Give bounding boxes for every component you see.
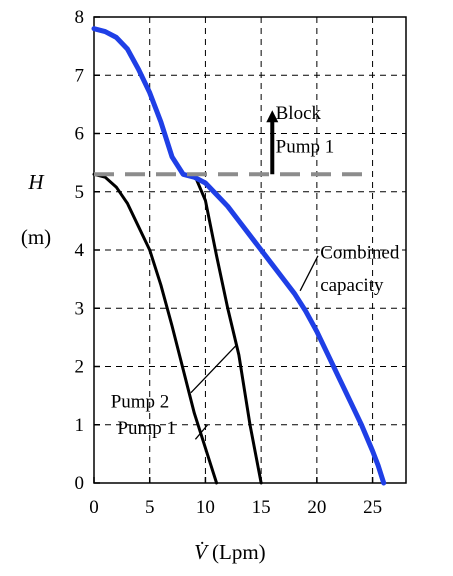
- y-tick-label: 6: [75, 124, 85, 145]
- series-combined-line: [91, 26, 387, 486]
- annotation-combined-line2: capacity: [320, 275, 384, 296]
- annotation-combined-line1: Combined: [320, 243, 400, 264]
- x-tick-label: 25: [363, 497, 382, 518]
- annotation-pump2-leader: [190, 345, 236, 394]
- y-axis-label: H: [27, 170, 45, 194]
- y-tick-label: 4: [75, 240, 85, 261]
- annotation-block-line1: Block: [276, 103, 322, 124]
- annotation-pump1-leader: [194, 424, 209, 440]
- y-tick-label: 7: [75, 65, 85, 86]
- annotations: Block Pump 1 Combined capacity Pump 2 Pump 1: [111, 103, 400, 440]
- x-tick-label: 5: [145, 497, 155, 518]
- x-tick-label: 10: [196, 497, 215, 518]
- series-pump1-line: [92, 172, 219, 485]
- series-pump2-line: [192, 172, 263, 485]
- y-tick-label: 0: [75, 473, 85, 494]
- x-tick-label: 0: [89, 497, 99, 518]
- y-tick-label: 2: [75, 357, 85, 378]
- series: [91, 26, 387, 486]
- x-axis-label: V̇: [194, 540, 209, 564]
- annotation-combined-leader: [299, 255, 319, 292]
- annotation-block-line2: Pump 1: [276, 137, 335, 158]
- ticks: 0 5 10 15 20 25 0 1 2 3 4 5 6 7 8: [75, 7, 383, 518]
- y-tick-label: 8: [75, 7, 85, 28]
- y-tick-label: 1: [75, 415, 85, 436]
- y-axis-unit: (m): [21, 225, 51, 249]
- x-tick-label: 15: [252, 497, 271, 518]
- y-tick-label: 5: [75, 182, 85, 203]
- x-axis-unit: (Lpm): [212, 540, 266, 564]
- y-tick-label: 3: [75, 298, 85, 319]
- annotation-pump1: Pump 1: [117, 418, 176, 439]
- x-tick-label: 20: [307, 497, 326, 518]
- annotation-pump2: Pump 2: [111, 391, 170, 412]
- block-arrow-head: [266, 110, 279, 123]
